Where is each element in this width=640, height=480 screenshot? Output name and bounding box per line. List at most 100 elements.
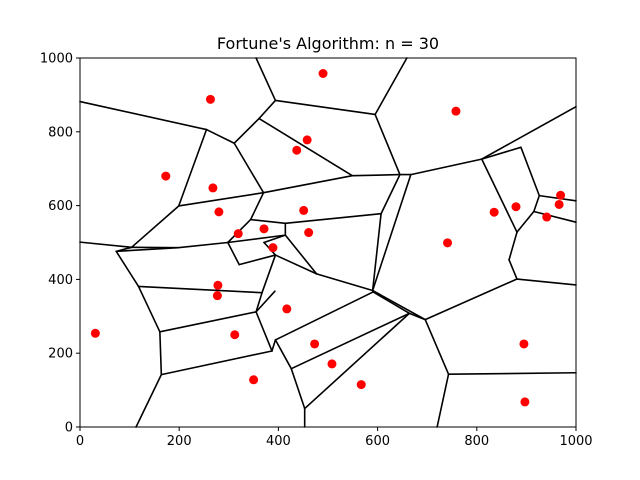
- site-point: [292, 145, 302, 155]
- y-axis-ticks: 0 200 400 600 800 1000: [40, 52, 80, 436]
- site-point: [356, 380, 366, 390]
- voronoi-edge: [284, 234, 318, 275]
- site-point: [310, 339, 320, 349]
- voronoi-edge: [79, 241, 133, 249]
- x-tick-label: 600: [365, 434, 390, 449]
- y-tick-label: 1000: [40, 52, 73, 67]
- voronoi-edge: [227, 234, 287, 244]
- voronoi-edge: [159, 330, 163, 376]
- voronoi-edge: [263, 234, 287, 244]
- x-tick-label: 0: [76, 434, 84, 449]
- site-point: [542, 212, 552, 222]
- voronoi-edge: [274, 291, 374, 341]
- voronoi-edges: [79, 57, 577, 428]
- site-point: [318, 68, 328, 78]
- voronoi-edge: [262, 174, 354, 194]
- site-point: [511, 202, 521, 212]
- y-tick-label: 800: [48, 125, 73, 140]
- voronoi-edge: [424, 278, 518, 321]
- voronoi-edge: [303, 312, 411, 410]
- voronoi-edge: [227, 241, 241, 266]
- voronoi-edge: [408, 312, 427, 321]
- voronoi-edge: [351, 173, 401, 177]
- y-tick-label: 0: [65, 421, 73, 436]
- site-point: [327, 359, 337, 369]
- site-point: [214, 207, 224, 217]
- site-point: [90, 328, 100, 338]
- voronoi-edge: [238, 254, 277, 266]
- site-point: [249, 375, 259, 385]
- site-point: [302, 135, 312, 145]
- site-point: [268, 243, 278, 253]
- voronoi-edge: [410, 158, 483, 176]
- voronoi-edge: [374, 113, 401, 176]
- site-point: [299, 205, 309, 215]
- voronoi-edge: [533, 210, 577, 224]
- voronoi-edge: [177, 191, 265, 207]
- voronoi-edge: [135, 373, 163, 428]
- voronoi-edge: [374, 57, 408, 116]
- voronoi-edge: [520, 146, 541, 197]
- voronoi-edge: [533, 194, 541, 213]
- x-tick-label: 400: [266, 434, 291, 449]
- site-point: [259, 224, 269, 234]
- voronoi-edge: [233, 117, 260, 145]
- voronoi-edge: [290, 367, 306, 410]
- voronoi-edge: [380, 173, 401, 215]
- site-point: [213, 280, 223, 290]
- voronoi-edge: [436, 373, 450, 428]
- voronoi-edge: [516, 210, 535, 233]
- voronoi-edge: [258, 99, 277, 120]
- voronoi-edge: [274, 254, 318, 275]
- voronoi-edge: [115, 250, 140, 288]
- site-point: [451, 106, 461, 116]
- x-tick-label: 1000: [559, 434, 592, 449]
- site-point: [212, 291, 222, 301]
- voronoi-edge: [447, 371, 577, 376]
- x-tick-label: 800: [464, 434, 489, 449]
- voronoi-edge: [274, 339, 293, 370]
- voronoi-edge: [255, 311, 273, 352]
- site-point: [489, 207, 499, 217]
- voronoi-edge: [261, 254, 277, 294]
- voronoi-edge: [255, 291, 263, 313]
- plot-area-frame: [79, 57, 577, 428]
- x-tick-label: 200: [167, 434, 192, 449]
- site-point: [304, 228, 314, 238]
- y-tick-label: 600: [48, 199, 73, 214]
- site-point: [554, 199, 564, 209]
- voronoi-edge: [159, 311, 257, 333]
- voronoi-edge: [284, 212, 382, 225]
- voronoi-edge: [371, 212, 382, 292]
- voronoi-edge: [508, 259, 518, 280]
- voronoi-edge: [255, 57, 277, 102]
- x-axis-ticks: 0 200 400 600 800 1000: [76, 427, 593, 449]
- voronoi-edge: [516, 278, 577, 286]
- voronoi-edge: [233, 142, 265, 194]
- site-point: [230, 330, 240, 340]
- site-point: [161, 171, 171, 181]
- voronoi-edge: [371, 173, 412, 292]
- voronoi-edge: [271, 339, 277, 352]
- y-tick-label: 400: [48, 273, 73, 288]
- voronoi-edge: [315, 273, 374, 292]
- voronoi-edge: [480, 105, 577, 160]
- voronoi-edge: [258, 117, 354, 177]
- voronoi-edge: [115, 246, 180, 253]
- chart-title: Fortune's Algorithm: n = 30: [217, 34, 439, 53]
- voronoi-edge: [480, 146, 522, 160]
- voronoi-edge: [137, 285, 263, 294]
- voronoi-edge: [79, 100, 208, 131]
- voronoi-edge: [177, 241, 229, 249]
- site-point: [556, 190, 566, 200]
- y-tick-label: 200: [48, 347, 73, 362]
- site-point: [233, 229, 243, 239]
- site-point: [208, 183, 218, 193]
- site-point: [520, 397, 530, 407]
- voronoi-edge: [249, 218, 287, 225]
- voronoi-edge: [480, 158, 518, 233]
- voronoi-edge: [137, 285, 161, 333]
- site-points: [90, 68, 566, 407]
- site-point: [519, 339, 529, 349]
